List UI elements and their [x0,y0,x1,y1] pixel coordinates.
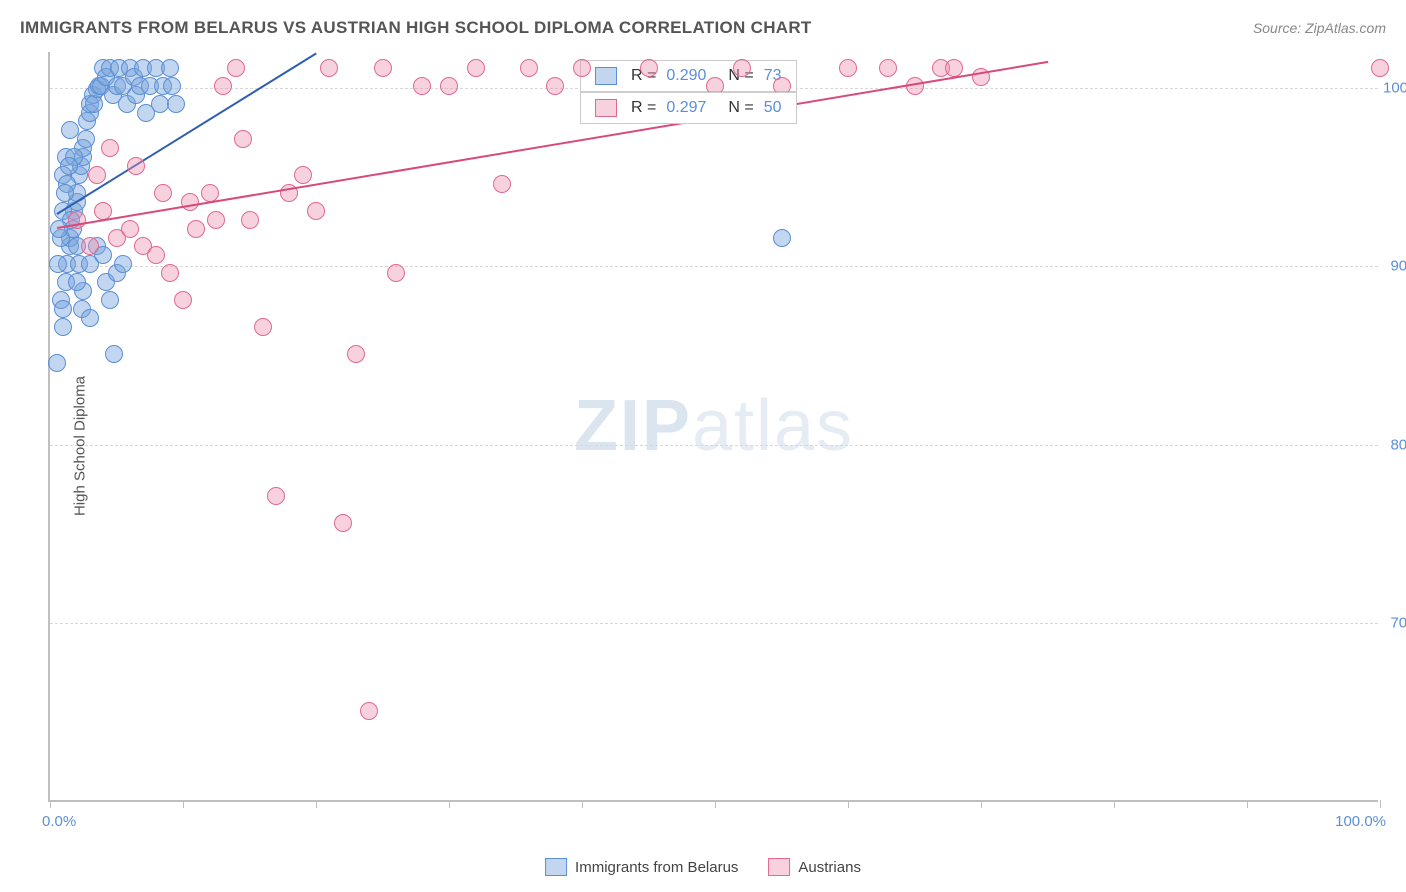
scatter-marker [520,59,538,77]
scatter-marker [105,345,123,363]
x-tick [50,800,51,808]
y-axis-label: High School Diploma [72,376,89,516]
scatter-marker [167,95,185,113]
scatter-marker [127,157,145,175]
scatter-marker [839,59,857,77]
scatter-marker [945,59,963,77]
x-axis-min-label: 0.0% [42,813,76,830]
legend-item-belarus: Immigrants from Belarus [545,858,738,876]
x-tick [981,800,982,808]
scatter-marker [49,255,67,273]
scatter-marker [467,59,485,77]
scatter-marker [181,193,199,211]
legend-item-austrians: Austrians [768,858,861,876]
scatter-marker [493,175,511,193]
scatter-marker [387,264,405,282]
scatter-marker [413,77,431,95]
scatter-marker [121,220,139,238]
legend-swatch-icon [595,99,617,117]
legend-swatch-icon [768,858,790,876]
scatter-marker [1371,59,1389,77]
scatter-marker [60,157,78,175]
scatter-marker [374,59,392,77]
scatter-marker [88,166,106,184]
scatter-marker [879,59,897,77]
y-tick-label: 80.0% [1383,436,1406,453]
x-tick [316,800,317,808]
scatter-marker [360,702,378,720]
x-tick [449,800,450,808]
scatter-marker [227,59,245,77]
scatter-marker [214,77,232,95]
scatter-marker [161,59,179,77]
scatter-marker [114,255,132,273]
scatter-marker [267,487,285,505]
correlation-legend-row: R = 0.297 N = 50 [580,92,797,124]
y-tick-label: 90.0% [1383,258,1406,275]
n-value: 50 [764,99,782,117]
scatter-marker [334,514,352,532]
scatter-marker [81,237,99,255]
scatter-marker [241,211,259,229]
y-tick-label: 70.0% [1383,615,1406,632]
chart-title: IMMIGRANTS FROM BELARUS VS AUSTRIAN HIGH… [20,18,812,38]
scatter-marker [440,77,458,95]
scatter-marker [234,130,252,148]
scatter-marker [77,130,95,148]
x-tick [1114,800,1115,808]
correlation-legend-row: R =0.290N =73 [580,60,797,92]
scatter-marker [154,184,172,202]
scatter-marker [733,59,751,77]
legend-swatch-icon [545,858,567,876]
scatter-marker [81,309,99,327]
scatter-marker [54,318,72,336]
scatter-marker [320,59,338,77]
source-attribution: Source: ZipAtlas.com [1253,20,1386,36]
x-tick [1380,800,1381,808]
legend-text: Immigrants from Belarus [575,859,738,876]
x-tick [848,800,849,808]
scatter-marker [101,291,119,309]
scatter-marker [48,354,66,372]
scatter-marker [773,229,791,247]
scatter-marker [201,184,219,202]
scatter-marker [61,121,79,139]
gridline [50,623,1378,624]
scatter-marker [147,246,165,264]
x-tick [183,800,184,808]
x-tick [715,800,716,808]
scatter-marker [294,166,312,184]
scatter-marker [347,345,365,363]
scatter-marker [640,59,658,77]
r-value: 0.297 [666,99,706,117]
scatter-marker [56,184,74,202]
x-axis-max-label: 100.0% [1335,813,1386,830]
scatter-marker [163,77,181,95]
r-value: 0.290 [666,67,706,85]
legend-swatch-icon [595,67,617,85]
x-tick [582,800,583,808]
scatter-marker [54,300,72,318]
scatter-plot-area: ZIPatlas 70.0%80.0%90.0%100.0%0.0%100.0%… [48,52,1378,802]
scatter-marker [68,273,86,291]
bottom-legend: Immigrants from Belarus Austrians [545,858,861,876]
watermark: ZIPatlas [574,385,854,467]
scatter-marker [94,202,112,220]
scatter-marker [174,291,192,309]
scatter-marker [307,202,325,220]
scatter-marker [546,77,564,95]
scatter-marker [101,139,119,157]
y-tick-label: 100.0% [1383,79,1406,96]
scatter-marker [187,220,205,238]
gridline [50,266,1378,267]
scatter-marker [254,318,272,336]
r-label: R = [631,99,656,117]
scatter-marker [207,211,225,229]
legend-text: Austrians [798,859,861,876]
gridline [50,445,1378,446]
x-tick [1247,800,1248,808]
scatter-marker [161,264,179,282]
scatter-marker [573,59,591,77]
n-label: N = [728,99,753,117]
